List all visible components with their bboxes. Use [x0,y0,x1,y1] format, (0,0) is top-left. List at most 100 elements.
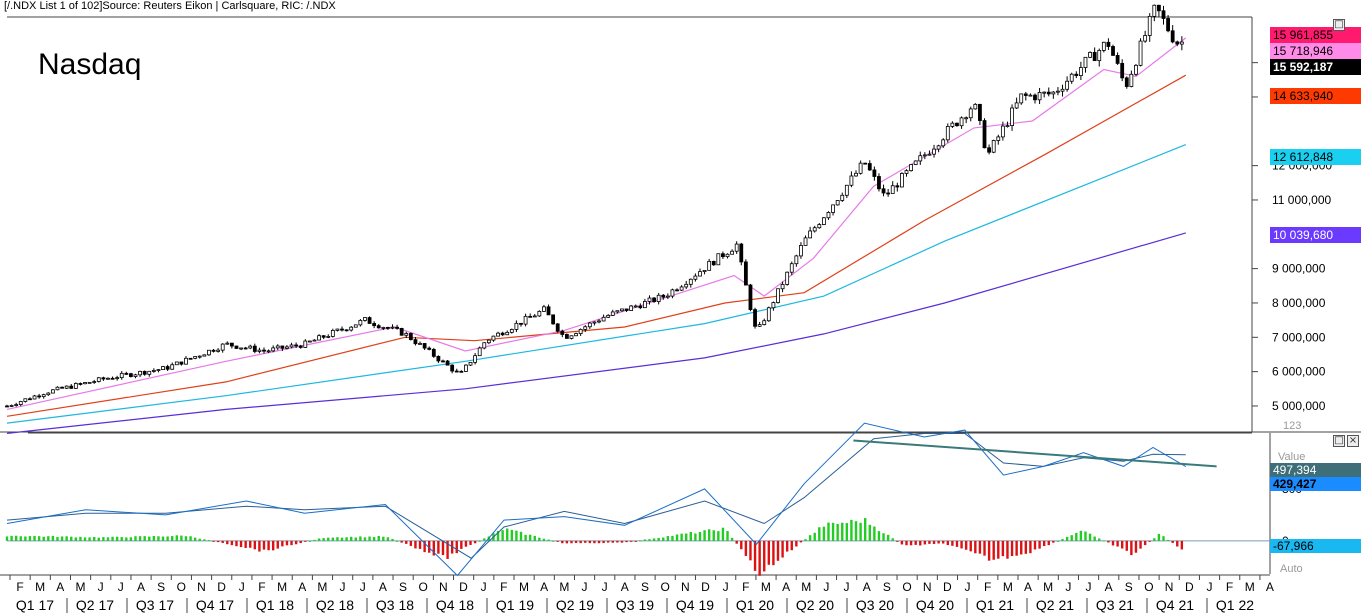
macd-histogram-bar [372,537,376,541]
macd-histogram-bar [171,536,174,541]
macd-histogram-bar [877,531,881,541]
macd-histogram-bar [795,540,798,547]
price-last-value-label: 10 039,680 [1273,228,1333,242]
macd-histogram-bar [405,540,408,544]
x-month-label: J [602,580,608,594]
macd-histogram-bar [574,540,578,543]
macd-histogram-bar [510,529,514,541]
macd-histogram-bar [464,540,468,547]
candle-body [142,370,147,375]
macd-histogram-bar [909,540,913,546]
candle-body [643,301,647,309]
x-month-label: F [984,580,991,594]
candle-body [955,122,959,127]
candle-body [583,326,588,330]
macd-histogram-bar [203,539,206,541]
macd-histogram-bar [547,539,550,541]
macd-histogram-bar [932,540,936,544]
candle-body [638,305,643,309]
macd-histogram-bar [804,539,807,541]
candle-body [372,323,377,327]
macd-histogram-bar [772,540,775,566]
candle-body [509,329,514,333]
macd-histogram-bar [230,540,234,546]
macd-histogram-bar [712,530,715,541]
candle-body [5,405,9,408]
macd-histogram-bar [235,540,238,547]
x-month-label: S [1125,580,1133,594]
macd-value-axis-label: Value [1278,451,1306,463]
macd-last-value-label: -67,966 [1273,539,1314,553]
candle-body [551,314,556,325]
candle-body [560,330,565,335]
macd-histogram-bar [1047,540,1050,546]
macd-histogram-bar [5,536,9,541]
candle-body [298,345,303,348]
candle-body [450,364,455,372]
macd-histogram-bar [974,540,977,554]
candle-body [106,377,110,380]
candle-body [661,294,666,298]
candle-body [473,355,478,363]
x-month-label: J [1085,580,1091,594]
macd-histogram-bar [602,540,605,544]
chart-title: Nasdaq [38,48,142,81]
price-y-tick-label: 5 000,000 [1272,399,1326,413]
candle-body [890,185,895,194]
candle-body [1175,41,1180,45]
macd-histogram-bar [698,531,702,541]
macd-histogram-bar [625,540,628,543]
macd-histogram-bar [740,540,743,550]
price-panel-restore-icon[interactable]: □ [1333,19,1345,31]
x-month-label: J [239,580,245,594]
macd-histogram-bar [685,533,688,541]
macd-histogram-bar [166,536,169,541]
macd-histogram-bar [533,535,536,541]
macd-histogram-bar [643,539,647,541]
candle-body [1138,40,1143,66]
price-last-value-tag [1270,27,1361,43]
candle-body [266,350,271,353]
macd-histogram-bar [239,540,243,548]
macd-histogram-bar [928,540,931,544]
macd-histogram-bar [460,540,463,549]
macd-histogram-bar [831,522,835,541]
macd-histogram-bar [198,538,201,541]
candle-body [459,370,464,373]
macd-histogram-bar [24,536,27,541]
x-quarter-label: Q4 21 [1156,597,1194,613]
macd-histogram-bar [744,540,748,556]
macd-histogram-bar [386,537,390,541]
candle-body [381,327,386,329]
x-month-label: J [118,580,124,594]
macd-histogram-bar [290,540,293,546]
macd-histogram-bar [83,537,87,541]
macd-histogram-bar [1116,540,1119,547]
x-month-label: O [1144,580,1153,594]
x-quarter-label: Q1 22 [1216,597,1254,613]
macd-panel-restore-icon[interactable]: □ [1333,435,1345,447]
macd-histogram-bar [42,536,45,541]
candle-body [927,153,932,156]
macd-last-value-tag [1270,477,1361,491]
candle-body [624,308,629,311]
macd-last-value-tag [1270,539,1361,553]
candle-body [307,340,312,343]
candle-body [950,122,955,127]
x-month-label: O [902,580,911,594]
candle-body [877,176,881,190]
candle-body [505,331,510,336]
candle-body [69,385,74,389]
candle-body [528,315,533,318]
candle-body [606,314,611,318]
candle-body [569,335,574,339]
candle-body [1023,93,1028,96]
candle-body [216,349,221,352]
price-y-tick-label: 8 000,000 [1272,296,1326,310]
auto-scale-label[interactable]: Auto [1280,563,1303,575]
macd-histogram-bar [189,536,192,541]
price-last-value-tag [1270,43,1361,59]
macd-histogram-bar [308,540,312,542]
macd-panel-close-icon[interactable]: × [1347,435,1359,447]
